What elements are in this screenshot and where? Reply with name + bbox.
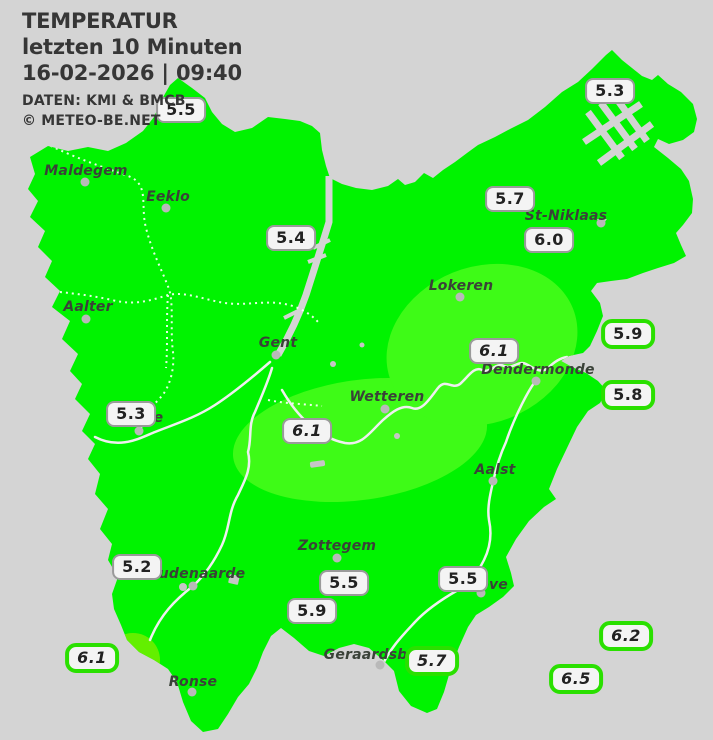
river-schelde-lower: [280, 355, 569, 445]
header: TEMPERATUR letzten 10 Minuten 16-02-2026…: [22, 8, 243, 131]
temperature-badge: 5.4: [266, 225, 316, 251]
city-dot: [476, 588, 486, 598]
temperature-badge: 5.7: [485, 186, 535, 212]
border-dotted: [29, 288, 319, 323]
city-label: St-Niklaas: [524, 208, 608, 224]
temperature-badge: 5.9: [601, 319, 655, 349]
temperature-badge: 6.5: [549, 664, 603, 694]
city-dot: [81, 314, 91, 324]
temperature-badge: 5.5: [156, 97, 206, 123]
canal-dock: [312, 238, 331, 250]
water-patches: [179, 219, 607, 591]
temperature-badge: 6.1: [469, 338, 519, 364]
temperature-badge: 5.8: [601, 380, 655, 410]
city-label: Aalter: [63, 299, 113, 315]
temperature-badge: 5.2: [112, 554, 162, 580]
border-dotted: [44, 142, 175, 431]
copyright: © METEO-BE.NET: [22, 113, 161, 129]
canal-dock: [283, 308, 301, 320]
city-dot: [531, 376, 541, 386]
city-label: Zottegem: [297, 538, 377, 554]
city-label: Maldegem: [44, 163, 128, 179]
city-dot: [596, 218, 606, 228]
temperature-badge: 6.1: [65, 643, 119, 673]
temperature-badge: 5.3: [106, 401, 156, 427]
city-dot: [134, 426, 144, 436]
city-dot: [455, 292, 465, 302]
river-dender: [379, 377, 539, 670]
city-label: Dendermonde: [481, 362, 595, 378]
city-dot: [188, 581, 198, 591]
city-label: Ronse: [168, 674, 218, 690]
date-time: 16-02-2026 | 09:40: [22, 61, 242, 85]
city-label: Aalst: [474, 462, 516, 478]
city-label: Oudenaarde: [146, 566, 246, 582]
city-dot: [187, 687, 197, 697]
temperature-badge: 5.3: [585, 78, 635, 104]
temperature-badge: 6.0: [524, 227, 574, 253]
city-dot: [488, 476, 498, 486]
canal: [274, 176, 333, 357]
city-dot: [380, 404, 390, 414]
temperature-badge: 6.1: [282, 418, 332, 444]
temperature-badge: 5.5: [319, 570, 369, 596]
page-title: TEMPERATUR: [22, 9, 178, 33]
city-label: Wetteren: [349, 389, 425, 405]
river-leie: [93, 360, 272, 445]
city-dot: [161, 203, 171, 213]
canal-dock: [307, 253, 327, 264]
page-subtitle: letzten 10 Minuten: [22, 35, 243, 59]
city-label: Gent: [258, 335, 298, 351]
city-label: Lokeren: [428, 278, 494, 294]
city-dot: [375, 660, 385, 670]
city-dot: [80, 177, 90, 187]
temperature-badge: 5.7: [405, 646, 459, 676]
border-dotted: [165, 294, 169, 369]
city-dot: [271, 350, 281, 360]
temperature-badge: 5.5: [438, 566, 488, 592]
temperature-badge: 6.2: [599, 621, 653, 651]
temperature-badge: 5.9: [287, 598, 337, 624]
data-source: DATEN: KMI & BMCB: [22, 93, 186, 109]
city-dot: [332, 553, 342, 563]
city-label: Eeklo: [146, 189, 190, 205]
